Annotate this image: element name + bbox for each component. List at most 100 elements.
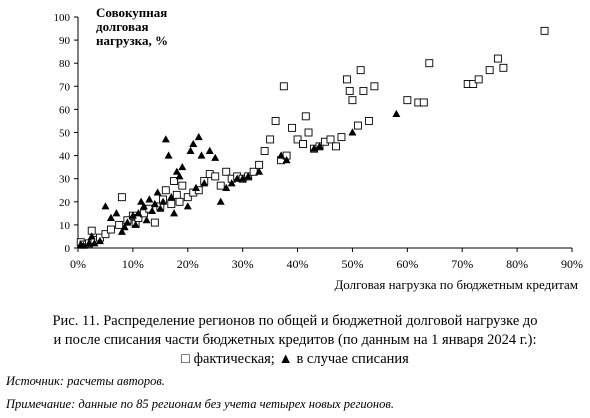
legend-series-1: фактическая; bbox=[193, 351, 275, 367]
data-point-actual bbox=[332, 142, 340, 151]
data-point-actual bbox=[337, 133, 346, 142]
data-point-writeoff bbox=[310, 144, 319, 152]
data-point-writeoff bbox=[244, 172, 253, 180]
data-point-writeoff bbox=[139, 202, 148, 210]
data-point-actual bbox=[419, 98, 428, 107]
x-tick-label: 20% bbox=[177, 257, 199, 271]
scatter-chart: 0% 10% 20% 30% 40% 50% 60% 70% 80% 90% 0 10 20 30 40 50… bbox=[54, 5, 584, 292]
data-point-writeoff bbox=[233, 174, 242, 182]
data-point-actual bbox=[364, 116, 373, 125]
data-point-actual bbox=[299, 140, 307, 149]
data-point-writeoff bbox=[128, 211, 137, 219]
data-point-writeoff bbox=[183, 202, 192, 210]
data-point-writeoff bbox=[238, 174, 247, 182]
data-point-writeoff bbox=[117, 227, 126, 235]
data-point-writeoff bbox=[134, 209, 143, 217]
y-tick-label: 100 bbox=[54, 12, 71, 24]
data-point-writeoff bbox=[161, 135, 170, 143]
y-tick-label: 0 bbox=[65, 243, 71, 255]
y-tick-label: 10 bbox=[59, 220, 71, 232]
data-point-writeoff bbox=[164, 151, 173, 159]
y-tick-label: 30 bbox=[59, 174, 71, 186]
data-point-writeoff bbox=[205, 146, 214, 154]
data-point-writeoff bbox=[137, 197, 146, 205]
data-point-writeoff bbox=[123, 218, 132, 226]
data-point-writeoff bbox=[84, 239, 93, 247]
data-point-writeoff bbox=[392, 109, 401, 118]
data-point-actual bbox=[150, 218, 159, 227]
data-point-actual bbox=[493, 54, 502, 63]
data-point-actual bbox=[271, 116, 280, 125]
x-tick-label: 60% bbox=[396, 257, 418, 271]
data-point-writeoff bbox=[106, 213, 115, 221]
data-point-writeoff bbox=[159, 197, 168, 205]
data-point-actual bbox=[178, 181, 187, 190]
figure-legend: □ фактическая; ▲ в случае списания bbox=[0, 350, 590, 369]
data-point-writeoff bbox=[197, 151, 206, 159]
data-point-writeoff bbox=[148, 206, 157, 215]
data-point-actual bbox=[175, 197, 184, 206]
data-point-writeoff bbox=[167, 192, 176, 201]
data-point-actual bbox=[499, 63, 508, 72]
x-tick-label: 10% bbox=[122, 257, 144, 271]
data-point-writeoff bbox=[172, 167, 181, 175]
x-tick-label: 50% bbox=[341, 257, 363, 271]
x-tick-label: 30% bbox=[232, 257, 254, 271]
data-point-actual bbox=[255, 160, 264, 169]
x-tick-label: 0% bbox=[70, 257, 86, 271]
data-point-writeoff bbox=[145, 195, 154, 203]
data-point-actual bbox=[216, 181, 225, 190]
data-point-actual bbox=[260, 147, 269, 155]
data-point-actual bbox=[266, 135, 275, 144]
data-point-writeoff bbox=[95, 236, 104, 245]
x-tick-label: 80% bbox=[506, 257, 528, 271]
data-point-writeoff bbox=[112, 209, 121, 217]
data-point-writeoff bbox=[200, 179, 209, 187]
source-note: Источник: расчеты авторов. bbox=[6, 374, 165, 388]
data-point-actual bbox=[345, 86, 354, 95]
data-point-writeoff bbox=[90, 239, 99, 247]
data-point-actual bbox=[403, 96, 412, 105]
data-point-writeoff bbox=[79, 241, 88, 249]
data-point-writeoff bbox=[348, 128, 357, 136]
data-point-actual bbox=[301, 112, 310, 121]
axes: 0% 10% 20% 30% 40% 50% 60% 70% 80% 90% 0 10 20 30 40 50… bbox=[54, 12, 584, 271]
data-point-writeoff bbox=[170, 209, 179, 217]
data-marks bbox=[76, 26, 549, 249]
data-point-actual bbox=[370, 82, 379, 91]
data-point-writeoff bbox=[282, 156, 291, 164]
data-point-actual bbox=[425, 59, 434, 68]
x-tick-label: 40% bbox=[287, 257, 309, 271]
data-point-writeoff bbox=[222, 183, 231, 191]
data-point-writeoff bbox=[227, 179, 236, 187]
y-tick-label: 50 bbox=[59, 128, 71, 140]
data-point-writeoff bbox=[194, 132, 203, 141]
data-point-writeoff bbox=[216, 197, 225, 205]
data-point-writeoff bbox=[189, 139, 198, 148]
x-tick-label: 90% bbox=[561, 257, 583, 271]
data-point-writeoff bbox=[153, 188, 162, 196]
data-point-actual bbox=[293, 135, 302, 144]
data-point-writeoff bbox=[120, 223, 129, 231]
triangle-marker-icon: ▲ bbox=[278, 351, 293, 367]
data-point-actual bbox=[183, 193, 192, 202]
x-axis-label: Долговая нагрузка по бюджетным кредитам bbox=[334, 277, 578, 292]
data-point-actual bbox=[326, 135, 335, 144]
data-point-actual bbox=[161, 186, 170, 195]
data-point-actual bbox=[343, 75, 351, 84]
data-point-actual bbox=[167, 200, 176, 209]
data-point-actual bbox=[211, 172, 220, 181]
data-point-writeoff bbox=[186, 146, 195, 154]
remark-note: Примечание: данные по 85 регионам без уч… bbox=[6, 397, 394, 411]
data-point-writeoff bbox=[315, 142, 324, 150]
data-point-actual bbox=[170, 177, 179, 185]
data-point-actual bbox=[115, 220, 124, 229]
figure-caption-line-1: Рис. 11. Распределение регионов по общей… bbox=[52, 313, 538, 329]
data-point-actual bbox=[172, 190, 181, 199]
data-point-actual bbox=[359, 86, 368, 95]
data-point-writeoff bbox=[175, 172, 184, 180]
data-point-actual bbox=[353, 121, 362, 130]
data-point-actual bbox=[222, 167, 231, 176]
y-tick-label: 80 bbox=[59, 58, 71, 70]
y-tick-label: 90 bbox=[59, 35, 71, 47]
